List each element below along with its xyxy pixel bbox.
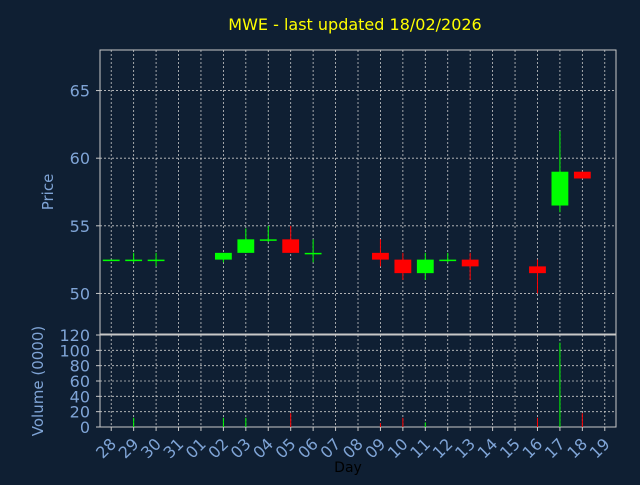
candle	[304, 239, 322, 263]
candle-body	[304, 252, 322, 255]
candle	[282, 225, 300, 253]
volume-axis-label: Volume (0000)	[29, 326, 47, 436]
price-tick-label: 55	[70, 217, 90, 236]
candle-body	[573, 171, 591, 179]
x-axis-ticks: 2829303101020304050607080910111213141516…	[92, 427, 614, 462]
candle	[259, 225, 277, 243]
candle-body	[102, 259, 120, 262]
candle-body	[529, 266, 546, 274]
candle	[102, 259, 120, 262]
candle	[147, 252, 165, 267]
candle	[237, 228, 255, 253]
candle-body	[237, 239, 255, 253]
candle-body	[125, 259, 143, 262]
price-tick-label: 65	[70, 82, 90, 101]
candle	[394, 252, 412, 280]
candle	[439, 252, 457, 263]
candle	[529, 259, 546, 294]
price-panel: 50 55 60 65	[70, 49, 617, 335]
candle-body	[147, 259, 165, 262]
price-axis-label: Price	[39, 174, 57, 211]
candle	[214, 252, 232, 263]
candle	[372, 239, 389, 267]
candle-body	[551, 171, 569, 206]
candle-body	[372, 252, 389, 260]
volume-tick-label: 20	[70, 403, 90, 422]
x-tick-label: 19	[586, 434, 614, 462]
price-tick-label: 60	[70, 149, 90, 168]
volume-tick-label: 100	[59, 341, 90, 360]
candle	[416, 252, 434, 280]
volume-tick-label: 120	[59, 326, 90, 345]
price-tick-label: 50	[70, 284, 90, 303]
candle-body	[439, 259, 457, 262]
volume-tick-label: 80	[70, 357, 90, 376]
candle	[125, 252, 143, 263]
volume-tick-label: 0	[80, 418, 90, 437]
candle-body	[416, 259, 434, 274]
price-plot-frame	[99, 49, 617, 335]
candle-body	[461, 259, 479, 267]
candle-body	[214, 252, 232, 260]
candle-body	[394, 259, 412, 274]
candle-body	[259, 239, 277, 241]
volume-tick-label: 40	[70, 387, 90, 406]
candle	[551, 131, 569, 213]
candle	[573, 171, 591, 179]
candle	[461, 252, 479, 280]
chart-title: MWE - last updated 18/02/2026	[228, 15, 481, 34]
day-axis-label: Day	[334, 460, 362, 476]
candle-body	[282, 239, 300, 253]
volume-tick-label: 60	[70, 372, 90, 391]
